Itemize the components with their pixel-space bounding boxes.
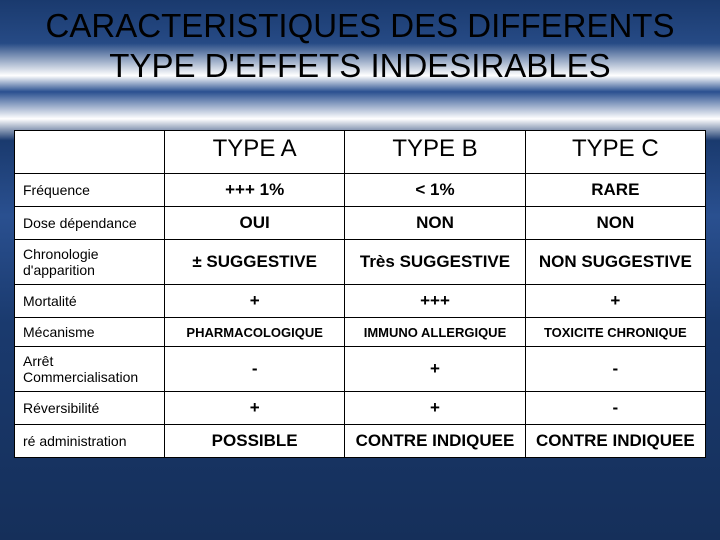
table-cell: + [345,347,525,392]
table-cell: - [525,347,705,392]
table-cell: Très SUGGESTIVE [345,240,525,285]
row-label: ré administration [15,425,165,458]
table-cell: RARE [525,174,705,207]
row-label: Dose dépendance [15,207,165,240]
row-label: Arrêt Commercialisation [15,347,165,392]
slide-title: CARACTERISTIQUES DES DIFFERENTS TYPE D'E… [0,0,720,85]
col-header-type-c: TYPE C [525,131,705,174]
row-label: Fréquence [15,174,165,207]
table-cell: +++ [345,285,525,318]
table-cell: NON SUGGESTIVE [525,240,705,285]
table-corner-cell [15,131,165,174]
comparison-table: TYPE A TYPE B TYPE C Fréquence+++ 1%< 1%… [14,130,706,458]
table-cell: IMMUNO ALLERGIQUE [345,318,525,347]
table-row: Chronologie d'apparition± SUGGESTIVETrès… [15,240,706,285]
row-label: Mortalité [15,285,165,318]
table-row: Fréquence+++ 1%< 1%RARE [15,174,706,207]
table-cell: + [345,392,525,425]
table-cell: - [525,392,705,425]
table-cell: - [165,347,345,392]
table-row: ré administrationPOSSIBLECONTRE INDIQUEE… [15,425,706,458]
table-cell: OUI [165,207,345,240]
table-cell: + [525,285,705,318]
table-cell: PHARMACOLOGIQUE [165,318,345,347]
table-row: Dose dépendanceOUINONNON [15,207,706,240]
col-header-type-a: TYPE A [165,131,345,174]
table-cell: NON [525,207,705,240]
table-cell: + [165,392,345,425]
comparison-table-wrap: TYPE A TYPE B TYPE C Fréquence+++ 1%< 1%… [14,130,706,458]
table-row: Réversibilité++- [15,392,706,425]
table-cell: CONTRE INDIQUEE [525,425,705,458]
slide: CARACTERISTIQUES DES DIFFERENTS TYPE D'E… [0,0,720,540]
table-cell: +++ 1% [165,174,345,207]
table-row: MécanismePHARMACOLOGIQUEIMMUNO ALLERGIQU… [15,318,706,347]
table-body: Fréquence+++ 1%< 1%RAREDose dépendanceOU… [15,174,706,458]
row-label: Mécanisme [15,318,165,347]
col-header-type-b: TYPE B [345,131,525,174]
table-cell: TOXICITE CHRONIQUE [525,318,705,347]
table-cell: + [165,285,345,318]
table-cell: < 1% [345,174,525,207]
table-cell: NON [345,207,525,240]
table-row: Mortalité+++++ [15,285,706,318]
table-row: Arrêt Commercialisation-+- [15,347,706,392]
table-cell: ± SUGGESTIVE [165,240,345,285]
table-cell: CONTRE INDIQUEE [345,425,525,458]
table-cell: POSSIBLE [165,425,345,458]
row-label: Réversibilité [15,392,165,425]
table-header-row: TYPE A TYPE B TYPE C [15,131,706,174]
row-label: Chronologie d'apparition [15,240,165,285]
